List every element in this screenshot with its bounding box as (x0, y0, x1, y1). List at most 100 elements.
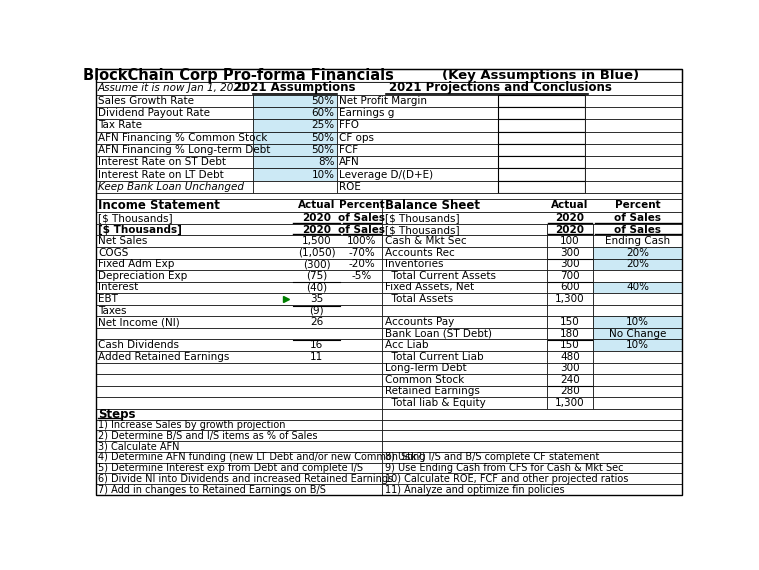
Text: 16: 16 (310, 340, 323, 350)
Text: (1,050): (1,050) (298, 248, 335, 258)
Text: Actual: Actual (551, 201, 589, 210)
Bar (383, 430, 682, 441)
Text: 5) Determine Interest exp from Debt and complete I/S: 5) Determine Interest exp from Debt and … (98, 463, 363, 473)
Bar (594, 363, 682, 374)
Text: 1) Increase Sales by growth projection: 1) Increase Sales by growth projection (98, 420, 285, 430)
Bar (498, 119, 584, 132)
Bar (584, 144, 682, 156)
Text: Earnings g: Earnings g (339, 108, 395, 118)
Text: 11: 11 (310, 352, 323, 362)
Bar (498, 181, 584, 193)
Text: Added Retained Earnings: Added Retained Earnings (98, 352, 229, 362)
Bar (96, 363, 383, 374)
Text: 1,300: 1,300 (555, 398, 584, 408)
Bar (383, 397, 546, 409)
Bar (584, 181, 682, 193)
Bar (546, 270, 594, 282)
Bar (594, 305, 682, 316)
Text: of Sales: of Sales (614, 213, 661, 223)
Bar (383, 305, 546, 316)
Bar (96, 69, 682, 82)
Bar (594, 340, 682, 351)
Bar (96, 452, 383, 463)
Text: 2) Determine B/S and I/S items as % of Sales: 2) Determine B/S and I/S items as % of S… (98, 431, 317, 441)
Text: Assume it is now Jan 1, 2021: Assume it is now Jan 1, 2021 (97, 83, 247, 93)
Text: 2020: 2020 (556, 225, 584, 235)
Text: Net Sales: Net Sales (98, 236, 147, 246)
Bar (498, 95, 584, 107)
Bar (546, 235, 594, 247)
Text: Total Current Assets: Total Current Assets (385, 271, 496, 281)
Bar (383, 328, 546, 340)
Bar (383, 235, 546, 247)
Bar (96, 200, 383, 211)
Text: (40): (40) (306, 283, 327, 292)
Text: Fixed Assets, Net: Fixed Assets, Net (385, 283, 474, 292)
Text: 700: 700 (560, 271, 580, 281)
Text: Balance Sheet: Balance Sheet (385, 199, 480, 212)
Text: 8) Using I/S and B/S complete CF statement: 8) Using I/S and B/S complete CF stateme… (385, 452, 599, 462)
Text: Interest Rate on ST Debt: Interest Rate on ST Debt (98, 157, 226, 168)
Bar (594, 351, 682, 363)
Text: Ending Cash: Ending Cash (605, 236, 670, 246)
Text: EBT: EBT (98, 294, 118, 304)
Text: 26: 26 (310, 317, 323, 327)
Bar (96, 156, 253, 169)
Bar (546, 293, 594, 305)
Bar (253, 119, 337, 132)
Bar (96, 259, 383, 270)
Bar (96, 132, 253, 144)
Bar (337, 156, 498, 169)
Text: BlockChain Corp Pro-forma Financials: BlockChain Corp Pro-forma Financials (83, 68, 394, 83)
Bar (546, 374, 594, 386)
Bar (96, 397, 383, 409)
Bar (383, 351, 546, 363)
Text: Accounts Rec: Accounts Rec (385, 248, 455, 258)
Bar (253, 144, 337, 156)
Text: 280: 280 (560, 386, 580, 396)
Text: Cash Dividends: Cash Dividends (98, 340, 179, 350)
Bar (546, 397, 594, 409)
Bar (337, 132, 498, 144)
Text: Net Profit Margin: Net Profit Margin (339, 96, 427, 106)
Bar (383, 420, 682, 430)
Text: Depreciation Exp: Depreciation Exp (98, 271, 187, 281)
Text: 20%: 20% (626, 248, 649, 258)
Bar (546, 340, 594, 351)
Text: 10%: 10% (626, 317, 649, 327)
Bar (337, 107, 498, 119)
Text: Interest: Interest (98, 283, 138, 292)
Bar (584, 156, 682, 169)
Text: (300): (300) (303, 259, 330, 270)
Text: -70%: -70% (348, 248, 375, 258)
Bar (546, 351, 594, 363)
Bar (96, 119, 253, 132)
Text: 8%: 8% (318, 157, 335, 168)
Bar (584, 119, 682, 132)
Bar (584, 132, 682, 144)
Bar (96, 95, 253, 107)
Bar (96, 305, 383, 316)
Text: Actual: Actual (298, 201, 335, 210)
Bar (594, 386, 682, 397)
Text: 25%: 25% (311, 120, 335, 131)
Bar (96, 463, 383, 474)
Bar (498, 132, 584, 144)
Text: COGS: COGS (98, 248, 128, 258)
Text: Dividend Payout Rate: Dividend Payout Rate (98, 108, 210, 118)
Bar (498, 169, 584, 181)
Text: Income Statement: Income Statement (98, 199, 220, 212)
Bar (96, 144, 253, 156)
Text: Total Assets: Total Assets (385, 294, 453, 304)
Bar (96, 169, 253, 181)
Text: [$ Thousands]: [$ Thousands] (98, 213, 172, 223)
Text: 10) Calculate ROE, FCF and other projected ratios: 10) Calculate ROE, FCF and other project… (385, 474, 628, 484)
Text: 150: 150 (560, 317, 580, 327)
Text: 7) Add in changes to Retained Earnings on B/S: 7) Add in changes to Retained Earnings o… (98, 484, 326, 495)
Bar (594, 270, 682, 282)
Text: Total liab & Equity: Total liab & Equity (385, 398, 486, 408)
Bar (96, 224, 383, 235)
Text: AFN Financing % Common Stock: AFN Financing % Common Stock (98, 133, 267, 142)
Text: Long-Term Debt: Long-Term Debt (385, 363, 466, 373)
Bar (383, 474, 682, 484)
